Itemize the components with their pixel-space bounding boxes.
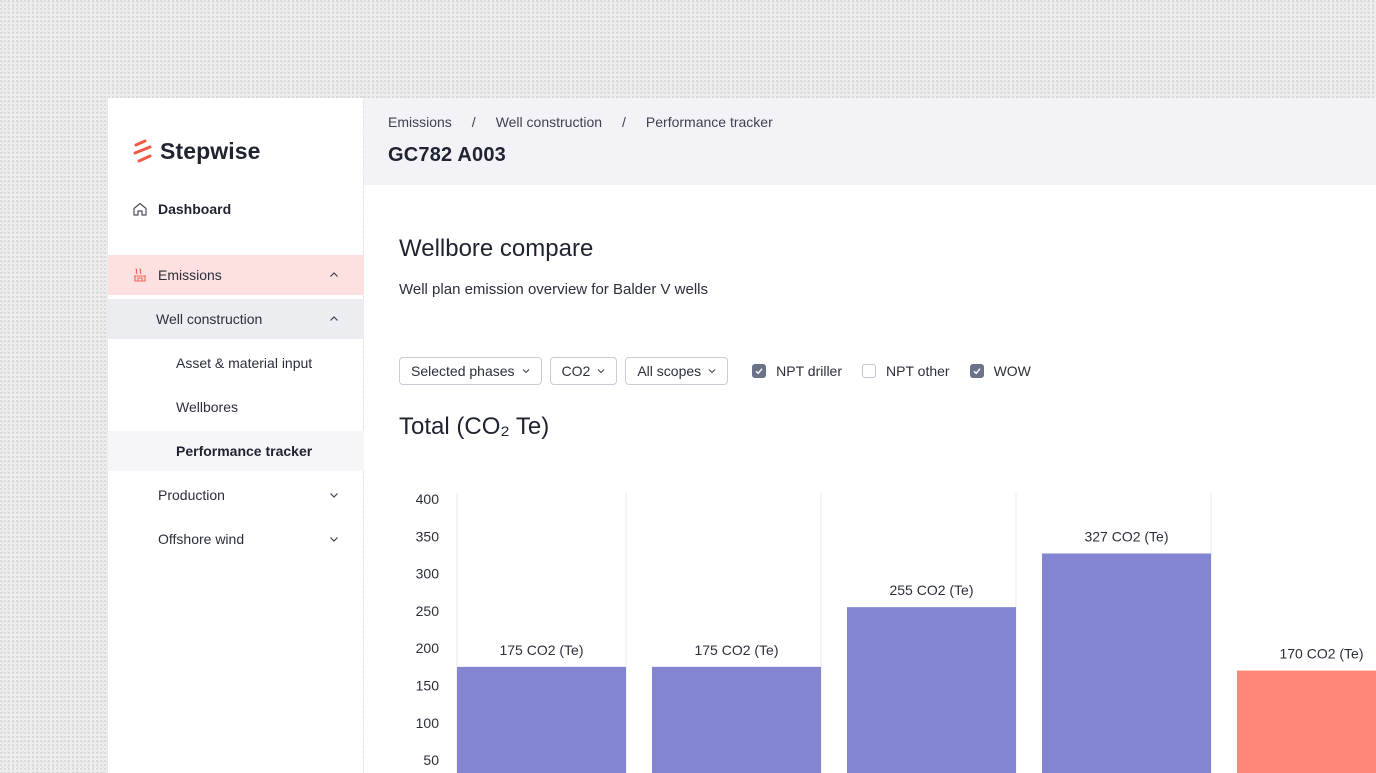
bar (652, 666, 821, 773)
filter-bar: Selected phases CO2 All scopes NPT drill… (399, 357, 1035, 385)
brand-name: Stepwise (160, 138, 261, 164)
gas-dropdown[interactable]: CO2 (549, 357, 618, 385)
checkbox-label: NPT other (886, 363, 950, 379)
sidebar-item-label: Performance tracker (176, 443, 313, 459)
y-tick-label: 150 (416, 678, 440, 694)
sidebar-item-label: Well construction (156, 311, 263, 327)
sidebar-item-label: Dashboard (158, 201, 232, 217)
chevron-down-icon (708, 369, 716, 374)
home-icon (133, 202, 147, 216)
bar (847, 607, 1016, 773)
bar (1237, 670, 1376, 773)
chevron-down-icon (330, 537, 338, 542)
y-tick-label: 250 (416, 603, 440, 619)
checkbox-label: WOW (993, 363, 1031, 379)
brand-logo[interactable]: Stepwise (133, 138, 261, 165)
total-co2-bar-chart: 400 350 300 250 200 150 100 50 175 CO2 (Te) 175 C… (416, 491, 1376, 773)
emissions-icon (134, 268, 146, 282)
sidebar-item-wellbores[interactable]: Wellbores (108, 387, 364, 427)
chevron-down-icon (522, 369, 529, 374)
sidebar: Stepwise Dashboard Emissions Well constr… (108, 98, 364, 773)
chevron-up-icon (330, 316, 338, 321)
breadcrumb-emissions[interactable]: Emissions (388, 114, 452, 130)
checkmark-icon (973, 368, 981, 375)
main-content: Wellbore compare Well plan emission over… (364, 185, 1376, 773)
y-tick-label: 50 (423, 752, 439, 768)
sidebar-item-label: Wellbores (176, 399, 238, 415)
section-title: Wellbore compare (399, 235, 594, 262)
sidebar-item-label: Asset & material input (176, 355, 313, 371)
stepwise-logo-icon (133, 139, 152, 162)
page-title: GC782 A003 (388, 144, 506, 166)
sidebar-item-performance-tracker[interactable]: Performance tracker (108, 431, 364, 471)
checkbox-checked[interactable] (752, 364, 767, 378)
checkmark-icon (755, 368, 763, 375)
bar (1042, 553, 1211, 773)
y-tick-label: 200 (416, 640, 440, 656)
chart-title: Total (CO₂ Te) (399, 413, 550, 440)
phases-dropdown[interactable]: Selected phases (399, 357, 542, 385)
gas-dropdown-value: CO2 (561, 363, 591, 379)
breadcrumb-separator: / (622, 114, 626, 130)
breadcrumb: Emissions / Well construction / Performa… (388, 114, 773, 130)
bar-data-label: 255 CO2 (Te) (889, 582, 973, 598)
bar-data-label: 170 CO2 (Te) (1279, 646, 1363, 662)
sidebar-item-emissions[interactable]: Emissions (108, 255, 364, 295)
sidebar-item-label: Production (158, 487, 225, 503)
sidebar-item-label: Emissions (158, 267, 222, 283)
checkbox-checked[interactable] (969, 364, 984, 378)
chevron-down-icon (597, 369, 605, 374)
breadcrumb-separator: / (471, 114, 476, 130)
wow-checkbox[interactable]: WOW (969, 363, 1031, 379)
checkbox-unchecked[interactable] (862, 364, 877, 378)
scopes-dropdown-value: All scopes (637, 363, 702, 379)
checkbox-label: NPT driller (776, 363, 843, 379)
sidebar-item-production[interactable]: Production (108, 475, 364, 515)
y-tick-label: 100 (416, 715, 440, 731)
scopes-dropdown[interactable]: All scopes (625, 357, 729, 385)
y-tick-label: 400 (416, 491, 440, 507)
npt-other-checkbox[interactable]: NPT other (862, 363, 950, 379)
sidebar-item-asset-material-input[interactable]: Asset & material input (108, 343, 364, 383)
sidebar-item-well-construction[interactable]: Well construction (108, 299, 364, 339)
bar-data-label: 175 CO2 (Te) (499, 642, 583, 658)
breadcrumb-well-construction[interactable]: Well construction (495, 114, 603, 130)
section-subtitle: Well plan emission overview for Balder V… (399, 281, 709, 298)
y-tick-label: 350 (416, 528, 440, 544)
y-tick-label: 300 (416, 566, 440, 582)
chevron-up-icon (330, 272, 338, 277)
breadcrumb-performance-tracker[interactable]: Performance tracker (645, 114, 773, 130)
npt-driller-checkbox[interactable]: NPT driller (752, 363, 842, 379)
bar (457, 666, 626, 773)
bar-data-label: 327 CO2 (Te) (1084, 528, 1168, 544)
phases-dropdown-value: Selected phases (411, 363, 515, 379)
sidebar-item-offshore-wind[interactable]: Offshore wind (108, 519, 364, 559)
sidebar-item-label: Offshore wind (158, 531, 245, 547)
bar-data-label: 175 CO2 (Te) (694, 642, 778, 658)
sidebar-item-dashboard[interactable]: Dashboard (108, 189, 364, 229)
chevron-down-icon (330, 493, 338, 498)
page-header: Emissions / Well construction / Performa… (364, 98, 1376, 185)
